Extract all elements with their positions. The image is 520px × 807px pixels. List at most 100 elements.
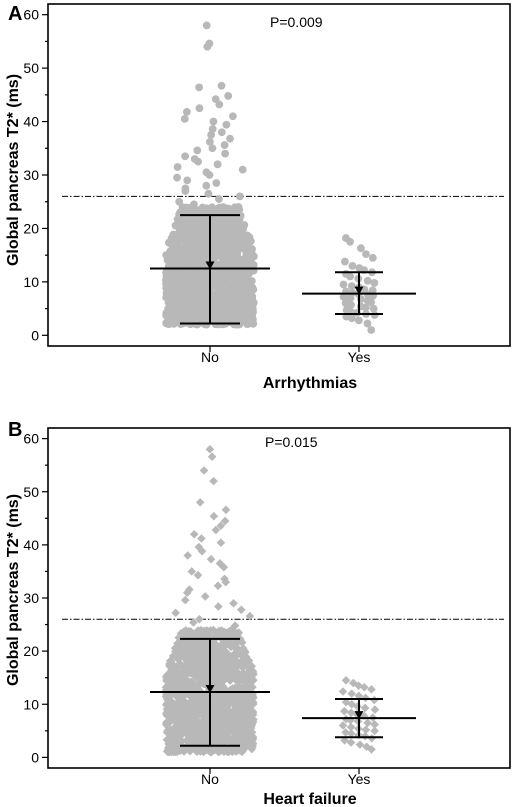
data-point [212,179,221,187]
data-point [209,721,219,731]
data-point [183,660,192,669]
data-point [183,682,193,692]
data-point [189,241,198,250]
data-point [166,700,176,709]
data-point [196,732,205,741]
data-point [247,277,256,285]
data-point [162,268,171,277]
data-point [166,289,175,298]
data-point [211,669,221,679]
data-point [221,286,230,295]
stat-overlay [302,271,416,315]
data-point [171,608,180,618]
data-point [215,195,223,203]
data-point [214,602,223,611]
data-point [346,237,354,246]
data-point [357,244,365,253]
panel-label-b: B [8,420,22,441]
data-point [347,689,356,698]
data-point [347,314,356,323]
data-point [370,726,379,736]
median-marker [354,711,364,720]
data-point [347,300,355,309]
data-point [238,276,247,285]
y-tick-label: 60 [23,7,39,23]
data-point [187,698,197,707]
data-point [167,240,175,249]
data-point [201,305,210,314]
data-point [210,714,220,723]
data-point [208,125,217,133]
data-point [200,592,210,601]
data-point [201,654,210,663]
data-point [368,253,377,262]
y-tick-label: 20 [23,643,39,659]
data-point [361,303,370,312]
data-point [244,676,254,686]
data-point [361,693,370,703]
data-point [219,701,228,711]
data-point [232,250,241,259]
stat-overlay [302,697,416,739]
data-point [177,692,186,702]
data-point [363,718,372,728]
data-point [370,279,379,287]
data-point [178,273,187,282]
data-point [197,534,206,543]
data-point [238,165,247,174]
data-point [164,255,172,264]
data-point [210,209,219,218]
data-point [186,231,194,240]
data-point [209,651,218,660]
data-point [348,261,357,270]
data-point [339,280,348,289]
data-point [212,291,221,300]
data-point [212,733,221,743]
data-point [209,625,218,635]
data-point [170,744,179,753]
data-point [181,728,190,737]
data-point [370,695,379,705]
data-point [192,307,201,316]
data-point [162,735,172,745]
data-point [180,699,189,709]
data-point [173,173,181,182]
data-point [191,721,201,730]
data-point [216,538,226,548]
data-point [229,627,239,636]
y-tick-label: 10 [23,696,39,712]
data-point [186,657,196,667]
data-point [225,737,235,747]
data-point [215,100,224,109]
data-point [201,729,210,739]
data-point [172,680,181,689]
data-point [180,712,189,722]
data-point [239,668,248,678]
data-point [174,730,184,740]
data-point [222,662,232,671]
data-point [194,157,202,166]
data-point [180,707,190,717]
data-point [181,257,189,266]
stat-overlay [150,637,270,747]
data-point [248,311,257,319]
data-point [219,306,228,315]
data-point [170,710,179,719]
data-point [179,280,188,289]
data-point [248,717,258,727]
data-point [170,274,179,283]
data-point [225,721,234,731]
data-point [180,640,189,650]
data-point [188,220,197,229]
data-point [338,687,348,696]
data-point [223,243,232,251]
data-point [215,670,225,679]
data-point [217,128,226,137]
data-point [240,700,250,710]
data-point [188,728,198,737]
data-point [174,645,183,655]
data-point [170,715,180,725]
data-point [234,212,243,221]
data-point [354,316,363,325]
data-point [216,655,226,665]
